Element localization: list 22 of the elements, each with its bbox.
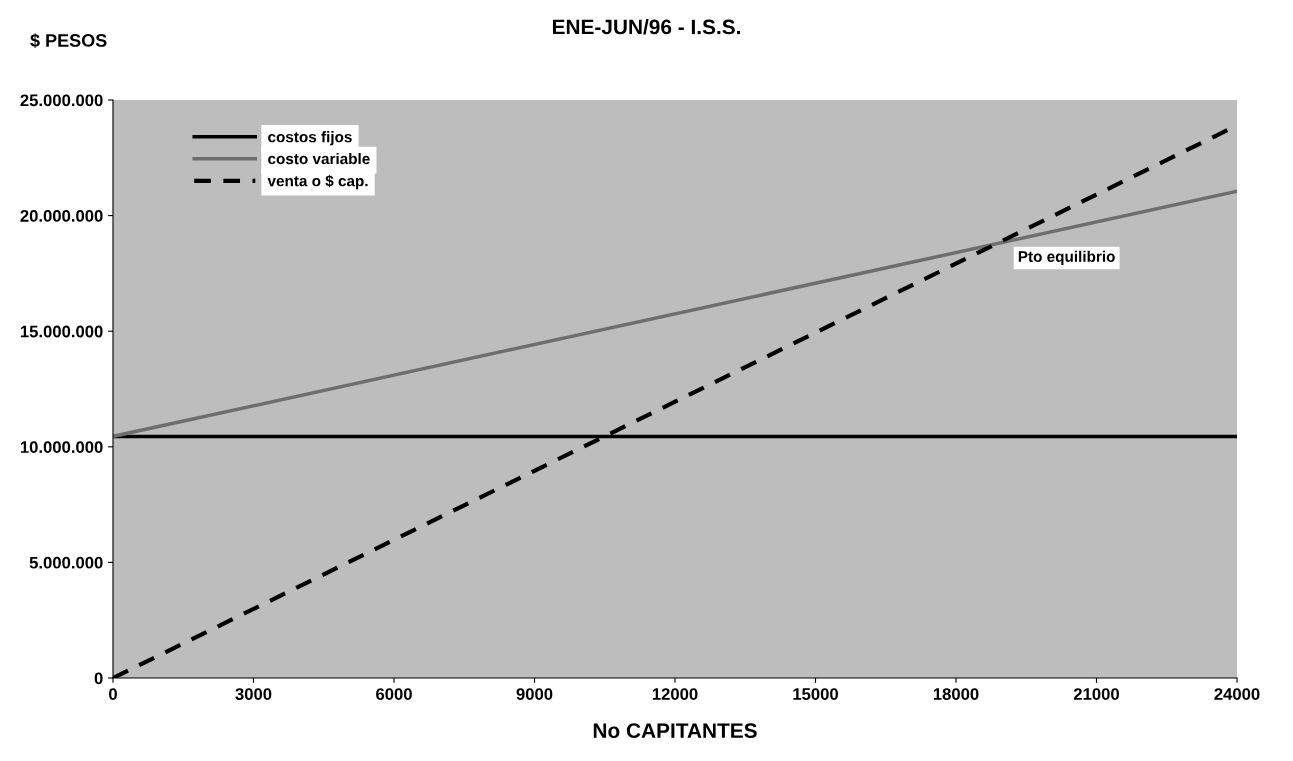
annotation: Pto equilibrio bbox=[1018, 250, 1115, 266]
y-tick-label: 25.000.000 bbox=[20, 94, 103, 107]
legend-label: costos fijos bbox=[268, 131, 352, 146]
x-tick-label: 0 bbox=[109, 688, 117, 700]
legend-label: venta o $ cap. bbox=[267, 174, 368, 190]
x-tick-label: 18000 bbox=[933, 688, 979, 700]
y-tick-label: 20.000.000 bbox=[20, 210, 103, 222]
x-tick-label: 12000 bbox=[652, 688, 698, 700]
y-tick-label: 0 bbox=[94, 672, 103, 685]
chart-title: ENE-JUN/96 - I.S.S. bbox=[552, 19, 740, 35]
x-tick-label: 9000 bbox=[516, 688, 553, 700]
y-tick-label: 15.000.000 bbox=[20, 325, 103, 338]
x-tick-label: 15000 bbox=[793, 688, 838, 700]
y-axis-title: $ PESOS bbox=[30, 33, 107, 49]
legend-label: costo variable bbox=[268, 152, 370, 165]
x-tick-label: 24000 bbox=[1214, 688, 1260, 700]
x-tick-label: 21000 bbox=[1073, 688, 1119, 700]
y-tick-label: 5.000.000 bbox=[29, 556, 103, 569]
x-tick-label: 6000 bbox=[376, 688, 412, 700]
x-axis-title: No CAPITANTES bbox=[593, 723, 757, 739]
y-tick-label: 10.000.000 bbox=[20, 441, 103, 453]
x-tick-label: 3000 bbox=[235, 688, 272, 700]
